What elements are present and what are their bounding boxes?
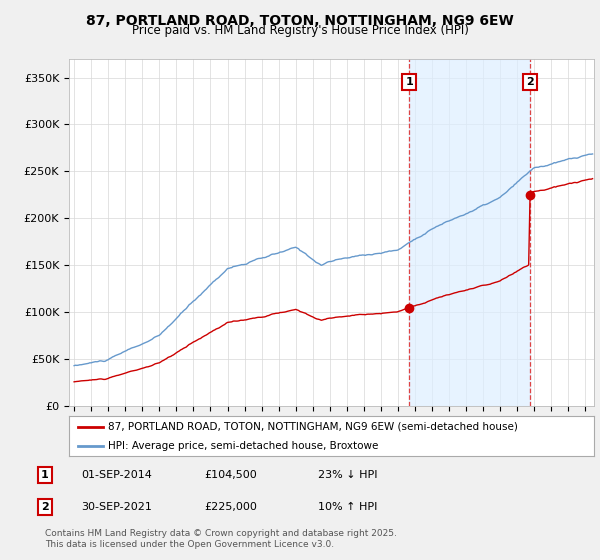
Text: 1: 1 — [41, 470, 49, 480]
Text: Price paid vs. HM Land Registry's House Price Index (HPI): Price paid vs. HM Land Registry's House … — [131, 24, 469, 37]
Text: 87, PORTLAND ROAD, TOTON, NOTTINGHAM, NG9 6EW (semi-detached house): 87, PORTLAND ROAD, TOTON, NOTTINGHAM, NG… — [109, 422, 518, 432]
Text: 23% ↓ HPI: 23% ↓ HPI — [318, 470, 377, 480]
Text: 2: 2 — [41, 502, 49, 512]
Text: £225,000: £225,000 — [204, 502, 257, 512]
Text: Contains HM Land Registry data © Crown copyright and database right 2025.
This d: Contains HM Land Registry data © Crown c… — [45, 529, 397, 549]
Text: 30-SEP-2021: 30-SEP-2021 — [81, 502, 152, 512]
Text: 01-SEP-2014: 01-SEP-2014 — [81, 470, 152, 480]
Text: £104,500: £104,500 — [204, 470, 257, 480]
Text: HPI: Average price, semi-detached house, Broxtowe: HPI: Average price, semi-detached house,… — [109, 441, 379, 451]
Text: 1: 1 — [406, 77, 413, 87]
Text: 10% ↑ HPI: 10% ↑ HPI — [318, 502, 377, 512]
Bar — [409, 59, 530, 406]
Text: 2: 2 — [526, 77, 534, 87]
Text: 87, PORTLAND ROAD, TOTON, NOTTINGHAM, NG9 6EW: 87, PORTLAND ROAD, TOTON, NOTTINGHAM, NG… — [86, 14, 514, 28]
